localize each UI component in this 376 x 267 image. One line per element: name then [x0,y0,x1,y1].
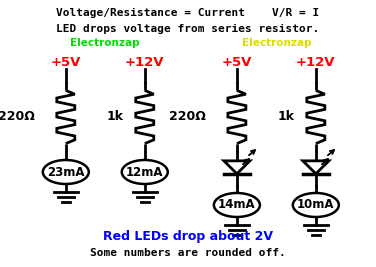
Text: Red LEDs drop about 2V: Red LEDs drop about 2V [103,230,273,243]
Ellipse shape [43,160,89,184]
Text: 220Ω: 220Ω [169,111,206,124]
Ellipse shape [122,160,168,184]
Text: +5V: +5V [222,56,252,69]
Ellipse shape [293,193,339,217]
Text: +12V: +12V [125,56,165,69]
Text: Electronzap: Electronzap [241,38,311,48]
Polygon shape [224,161,250,174]
Polygon shape [303,161,329,174]
Ellipse shape [214,193,260,217]
Text: 220Ω: 220Ω [0,111,35,124]
Text: 14mA: 14mA [218,198,256,211]
Text: LED drops voltage from series resistor.: LED drops voltage from series resistor. [56,24,320,34]
Text: 1k: 1k [278,111,295,124]
Text: 23mA: 23mA [47,166,85,179]
Text: +12V: +12V [296,56,336,69]
Text: Electronzap: Electronzap [70,38,140,48]
Text: Voltage/Resistance = Current    V/R = I: Voltage/Resistance = Current V/R = I [56,8,320,18]
Text: Some numbers are rounded off.: Some numbers are rounded off. [90,248,286,258]
Text: 12mA: 12mA [126,166,164,179]
Text: +5V: +5V [51,56,81,69]
Text: 10mA: 10mA [297,198,335,211]
Text: 1k: 1k [107,111,124,124]
